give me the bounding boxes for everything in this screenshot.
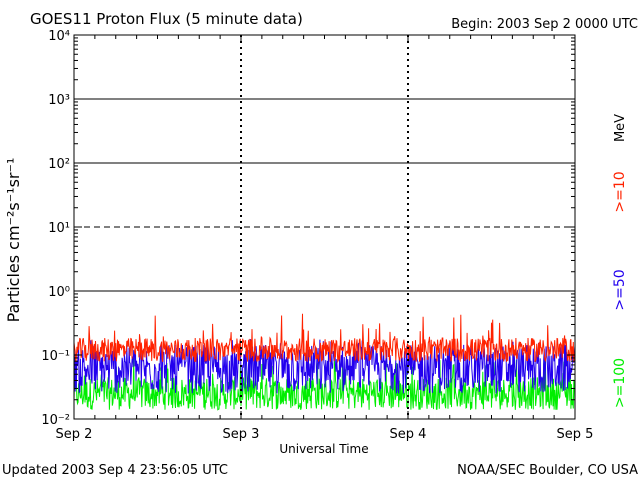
y-axis-label: Particles cm⁻²s⁻¹sr⁻¹ [4,158,23,323]
legend-unit: MeV [613,114,628,142]
y-tick-label: 10⁻² [41,413,70,428]
updated-timestamp: Updated 2003 Sep 4 23:56:05 UTC [2,463,228,478]
x-axis-label: Universal Time [279,442,368,456]
legend-entry: >=50 [612,269,628,310]
y-tick-label: 10¹ [48,221,70,236]
y-tick-label: 10³ [48,93,70,108]
chart-title: GOES11 Proton Flux (5 minute data) [30,10,303,28]
y-axis: 10⁻² 10⁻¹ 10⁰ 10¹ 10² 10³ 10⁴ [41,29,575,428]
legend-entry: >=100 [612,358,628,408]
y-tick-label: 10⁻¹ [41,349,70,364]
plot-data-lines [73,313,576,411]
data-credit: NOAA/SEC Boulder, CO USA [457,463,638,478]
series-line [73,338,576,394]
x-tick-label: Sep 3 [223,427,260,442]
y-tick-label: 10⁰ [48,285,70,300]
series-line [73,313,576,364]
begin-time: Begin: 2003 Sep 2 0000 UTC [451,17,638,32]
x-axis: Sep 2 Sep 3 Sep 4 Sep 5 [56,35,594,442]
x-tick-label: Sep 4 [390,427,427,442]
x-tick-label: Sep 2 [56,427,93,442]
legend: MeV >=10 >=50 >=100 [612,114,628,408]
legend-entry: >=10 [612,171,628,212]
plot-grid [74,35,575,419]
y-tick-label: 10⁴ [48,29,70,44]
series-line [73,356,576,411]
x-tick-label: Sep 5 [557,427,594,442]
y-tick-label: 10² [48,157,70,172]
